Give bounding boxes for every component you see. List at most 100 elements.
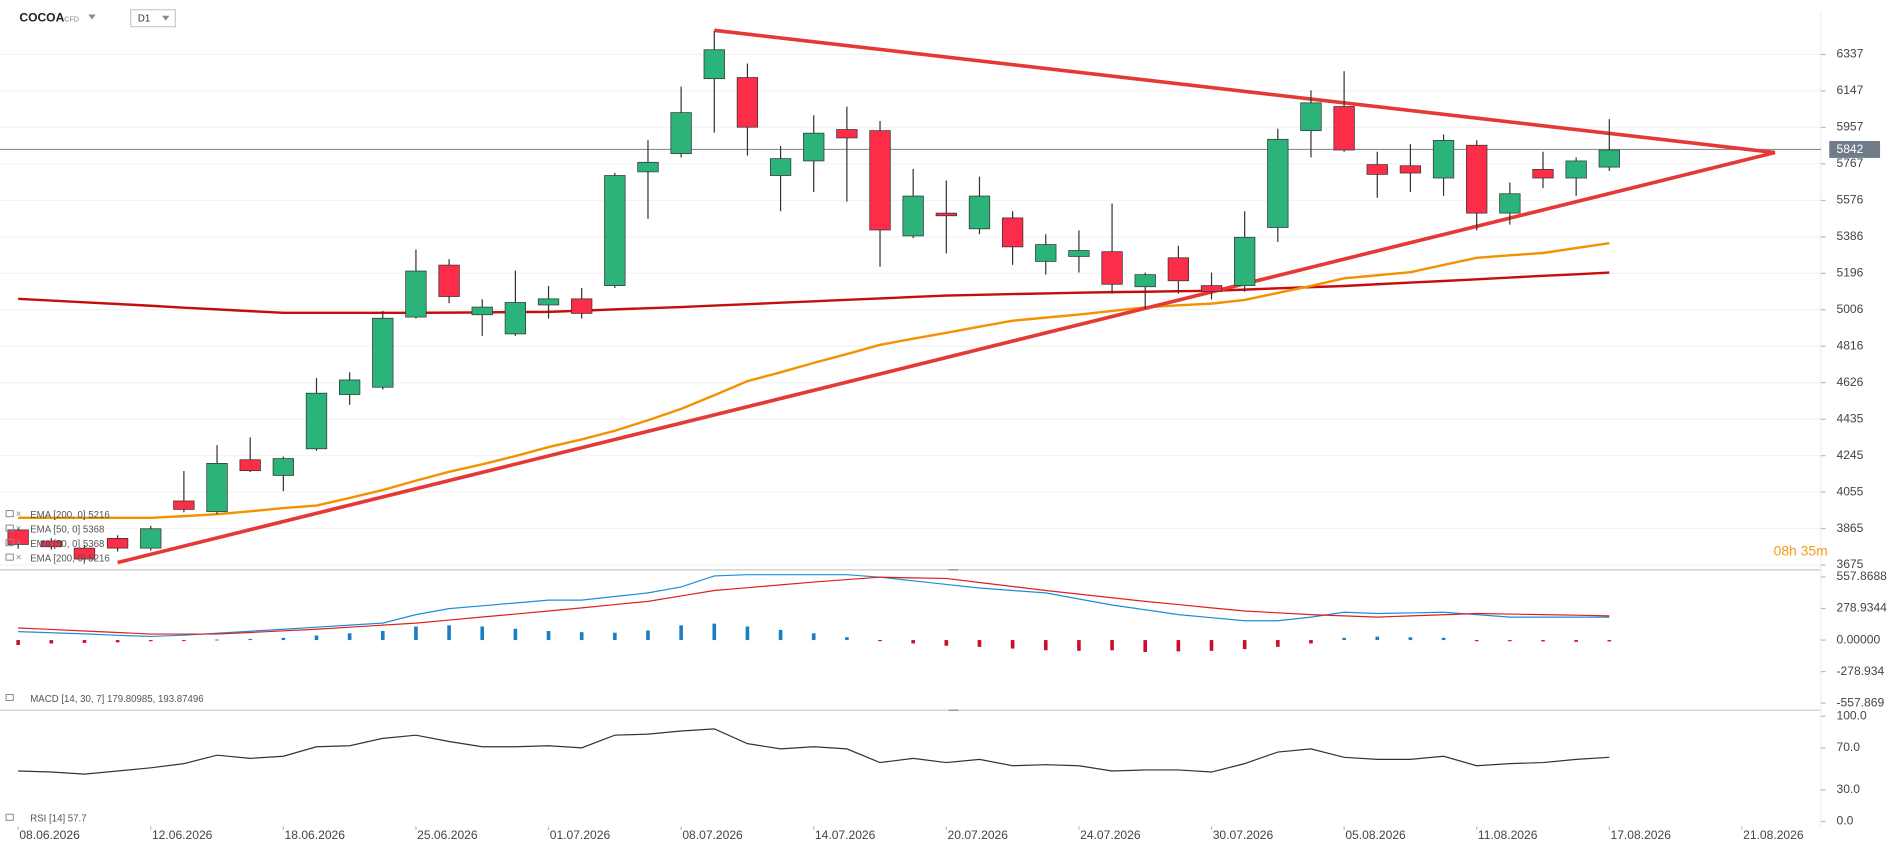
candle-body: [239, 459, 261, 472]
macd-histogram-bar: [314, 635, 319, 641]
y-tick-label: 70.0: [1837, 740, 1861, 754]
macd-line: [18, 576, 1610, 635]
y-tick-label: 4055: [1837, 484, 1864, 498]
macd-histogram-bar: [1574, 640, 1578, 642]
candle-body: [372, 317, 394, 388]
macd-histogram-bar: [380, 631, 385, 641]
candle-body: [1234, 236, 1256, 286]
legend-icon: [5, 524, 14, 532]
y-tick-label: 5957: [1837, 120, 1864, 134]
candle-body: [571, 298, 593, 314]
macd-histogram-bar: [1077, 640, 1081, 651]
macd-histogram-bar: [1375, 636, 1380, 641]
candle-body: [637, 161, 659, 173]
x-tick-label: 08.07.2026: [682, 828, 743, 842]
candle-body: [935, 212, 957, 217]
candle-body: [968, 195, 991, 230]
macd-histogram-bar: [16, 640, 20, 645]
macd-histogram-bar: [115, 640, 120, 643]
macd-histogram-bar: [546, 631, 551, 641]
x-tick-label: 17.08.2026: [1611, 828, 1672, 842]
candle-body: [73, 547, 96, 560]
candle-body: [1366, 164, 1388, 175]
candle-body: [1399, 165, 1422, 174]
macd-histogram-bar: [447, 625, 451, 641]
candle-body: [438, 264, 460, 297]
macd-histogram-bar: [845, 637, 849, 641]
indicator-icon: [5, 693, 14, 702]
candle-body: [405, 270, 427, 318]
legend-entry: EMA [200, 0] 5216: [30, 510, 109, 521]
legend-entry: EMA [200, 0] 5216: [30, 554, 109, 565]
candle-body: [604, 175, 626, 286]
candle-body: [1532, 169, 1554, 179]
macd-histogram-bar: [1309, 640, 1313, 644]
x-tick-label: 12.06.2026: [152, 828, 213, 842]
macd-histogram-bar: [911, 640, 915, 644]
macd-histogram-bar: [1110, 640, 1114, 651]
last-price-tag: [1829, 140, 1881, 158]
legend-close: ×: [16, 552, 22, 563]
y-tick-label: 30.0: [1837, 782, 1861, 796]
macd-histogram-bar: [977, 640, 982, 647]
y-tick-label: 6337: [1837, 47, 1864, 61]
macd-histogram-bar: [513, 628, 518, 641]
x-tick-label: 05.08.2026: [1345, 828, 1406, 842]
candle-body: [1068, 250, 1090, 257]
y-tick-label: 557.8688: [1837, 569, 1888, 583]
candle-body: [1466, 144, 1488, 214]
y-tick-label: 5006: [1837, 302, 1864, 316]
macd-histogram-bar: [347, 633, 352, 641]
candle-body: [1565, 160, 1587, 179]
candle-body: [206, 463, 228, 513]
timeframe-select[interactable]: [130, 9, 177, 28]
candle-body: [869, 130, 891, 231]
candle-body: [1200, 285, 1223, 292]
y-tick-label: 3865: [1837, 521, 1864, 535]
candle-body: [1598, 149, 1620, 168]
macd-histogram-bar: [215, 639, 219, 641]
symbol-dropdown[interactable]: [88, 14, 96, 20]
macd-histogram-bar: [1508, 640, 1512, 642]
macd-histogram-bar: [579, 632, 584, 641]
macd-histogram-bar: [480, 626, 485, 641]
x-tick-label: 11.08.2026: [1478, 828, 1538, 842]
legend-icon: [5, 539, 14, 547]
macd-histogram-bar: [1607, 640, 1612, 642]
macd-histogram-bar: [148, 640, 153, 642]
x-tick-label: 14.07.2026: [815, 828, 876, 842]
macd-histogram-bar: [1209, 640, 1214, 651]
rsi-line: [18, 728, 1610, 775]
candle-body: [836, 129, 858, 139]
macd-histogram-bar: [49, 640, 54, 644]
y-tick-label: 0.00000: [1837, 632, 1881, 646]
candle-body: [1167, 257, 1190, 282]
symbol[interactable]: COCOA: [19, 10, 64, 24]
x-tick-label: 01.07.2026: [550, 828, 611, 842]
candle-body: [736, 77, 759, 128]
macd-histogram-bar: [778, 629, 783, 641]
macd-histogram-bar: [281, 637, 286, 641]
candle-body: [1101, 251, 1123, 285]
candle-body: [1035, 244, 1057, 262]
macd-histogram-bar: [1043, 640, 1048, 651]
trendline: [714, 28, 1776, 155]
legend-entry: EMA [50, 0] 5368: [30, 539, 104, 550]
countdown: 08h 35m: [1774, 542, 1828, 558]
y-tick-label: 6147: [1837, 83, 1864, 97]
y-tick-label: 100.0: [1837, 708, 1868, 722]
macd-histogram-bar: [248, 638, 253, 641]
ema-line: [18, 242, 1610, 520]
macd-histogram-bar: [182, 640, 186, 642]
y-tick-label: 4626: [1837, 375, 1864, 389]
macd-histogram-bar: [1408, 637, 1413, 641]
y-tick-label: 4435: [1837, 411, 1864, 425]
macd-histogram-bar: [1441, 637, 1446, 641]
ema-line: [18, 271, 1610, 315]
candle-body: [504, 302, 527, 335]
macd-histogram-bar: [1541, 640, 1545, 642]
candle-body: [338, 379, 361, 395]
macd-histogram-bar: [1342, 637, 1346, 641]
